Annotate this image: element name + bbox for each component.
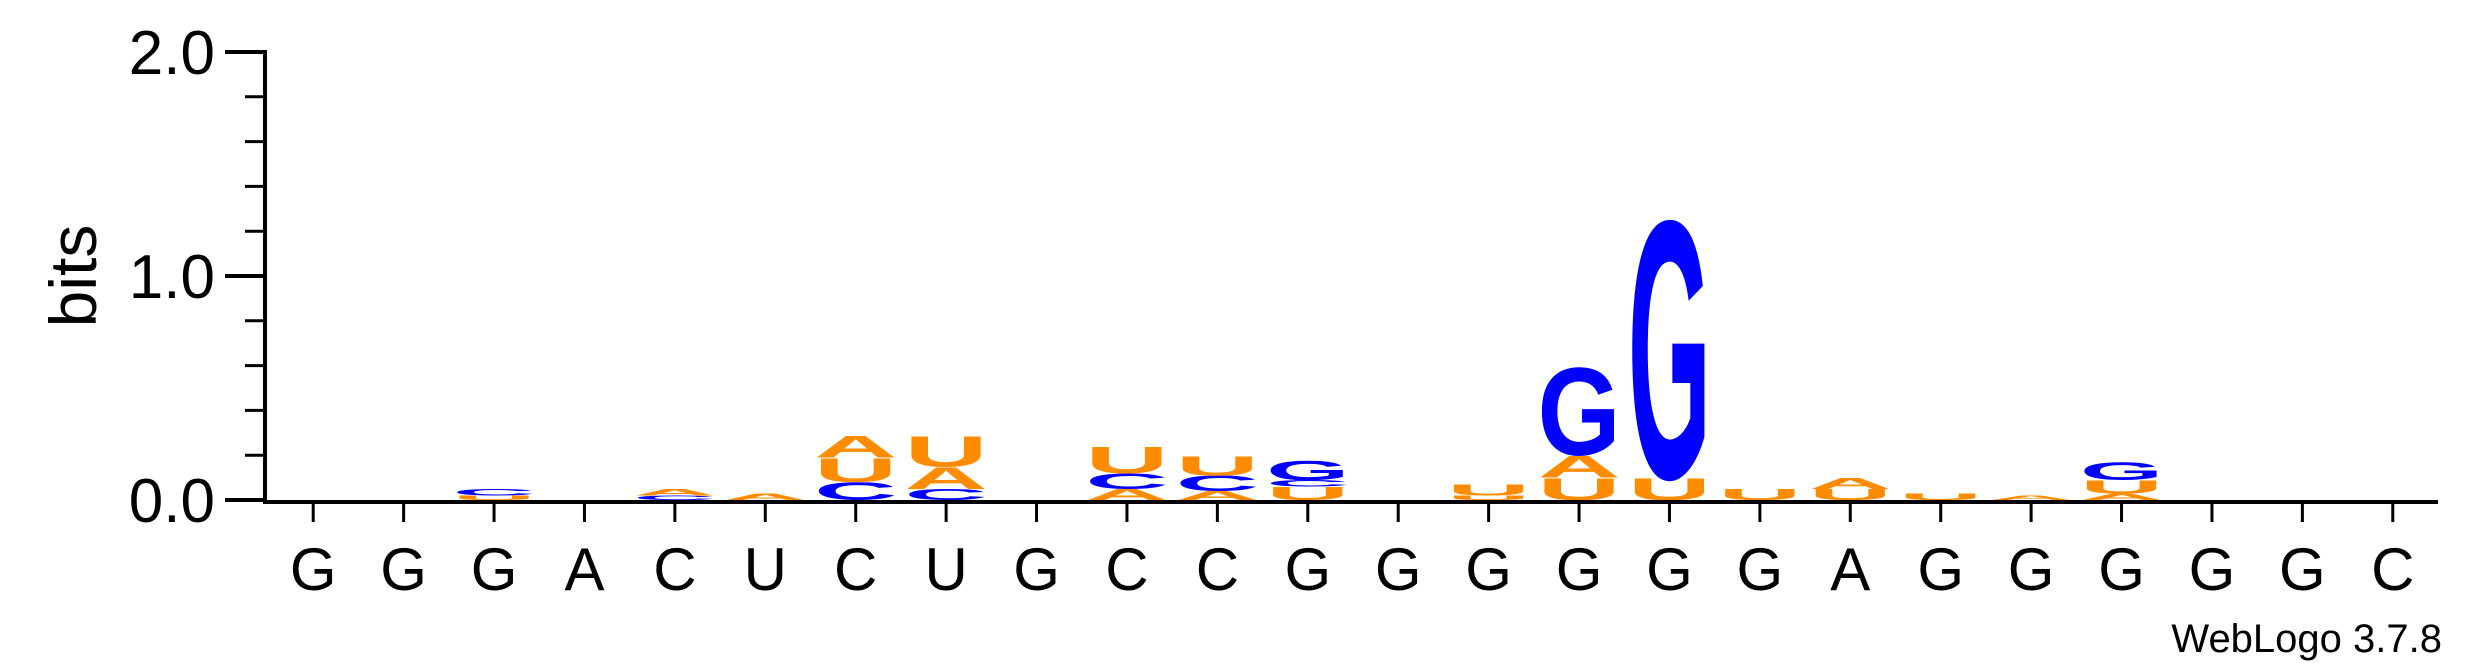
x-tick-label: G bbox=[1646, 536, 1693, 603]
axes bbox=[263, 50, 2438, 504]
logo-letter-a: A bbox=[2080, 492, 2163, 502]
svg-text:U: U bbox=[1809, 486, 1892, 503]
logo-letter-u: U bbox=[1447, 494, 1530, 501]
logo-letter-u: U bbox=[1809, 486, 1892, 503]
svg-text:A: A bbox=[2080, 492, 2163, 502]
svg-text:A: A bbox=[1809, 475, 1892, 492]
x-tick-label: C bbox=[2371, 536, 2414, 603]
svg-text:U: U bbox=[905, 427, 988, 476]
x-tick-label: C bbox=[653, 536, 696, 603]
svg-text:G: G bbox=[2080, 458, 2163, 486]
y-tick-label: 0.0 bbox=[129, 467, 215, 536]
svg-text:C: C bbox=[905, 486, 988, 503]
y-ticks: 0.0 1.0 2.0 bbox=[129, 19, 265, 536]
x-tick-label: G bbox=[290, 536, 337, 603]
x-tick-label: G bbox=[380, 536, 427, 603]
svg-text:U: U bbox=[2080, 476, 2163, 497]
svg-text:A: A bbox=[1990, 494, 2073, 501]
logo-letter-u: U bbox=[1718, 486, 1801, 503]
x-tick-label: G bbox=[2008, 536, 2055, 603]
svg-text:A: A bbox=[1176, 489, 1259, 503]
svg-text:A: A bbox=[905, 461, 988, 496]
x-tick-label: G bbox=[2189, 536, 2236, 603]
svg-text:C: C bbox=[633, 494, 716, 501]
x-tick-label: G bbox=[1284, 536, 1331, 603]
logo-letter-u: U bbox=[1447, 482, 1530, 499]
svg-text:U: U bbox=[1266, 483, 1349, 504]
svg-text:A: A bbox=[1537, 449, 1620, 484]
svg-text:G: G bbox=[1266, 454, 1349, 486]
logo-letter-g: G bbox=[1628, 143, 1711, 556]
x-tick-label: G bbox=[1013, 536, 1060, 603]
logo-letter-c: C bbox=[1266, 478, 1349, 488]
svg-text:G: G bbox=[1537, 342, 1620, 482]
svg-text:U: U bbox=[1085, 439, 1168, 481]
svg-text:U: U bbox=[814, 451, 897, 489]
logo-letter-g: G bbox=[2080, 458, 2163, 486]
svg-text:U: U bbox=[452, 494, 535, 501]
logo-letter-a: A bbox=[814, 429, 897, 464]
svg-text:C: C bbox=[1176, 471, 1259, 496]
svg-text:C: C bbox=[1266, 478, 1349, 488]
x-tick-label: G bbox=[1737, 536, 1784, 603]
logo-letter-g: G bbox=[1537, 342, 1620, 482]
logo-letter-a: A bbox=[1809, 475, 1892, 492]
x-tick-label: G bbox=[2098, 536, 2145, 603]
svg-text:G: G bbox=[1628, 143, 1711, 556]
x-tick-label: A bbox=[564, 536, 604, 603]
x-tick-label: G bbox=[1465, 536, 1512, 603]
logo-letter-u: U bbox=[814, 451, 897, 489]
svg-text:A: A bbox=[633, 487, 716, 497]
logo-letter-u: U bbox=[1899, 492, 1982, 502]
logo-letter-g: G bbox=[1266, 454, 1349, 486]
svg-text:U: U bbox=[1447, 494, 1530, 501]
svg-text:U: U bbox=[1899, 492, 1982, 502]
y-tick-label: 2.0 bbox=[129, 19, 215, 88]
svg-text:U: U bbox=[1176, 450, 1259, 482]
logo-letter-a: A bbox=[633, 487, 716, 497]
svg-text:A: A bbox=[814, 429, 897, 464]
y-axis-label: bits bbox=[36, 225, 110, 328]
x-tick-label: G bbox=[1556, 536, 1603, 603]
logo-letter-a: A bbox=[1085, 486, 1168, 503]
svg-text:C: C bbox=[452, 487, 535, 497]
x-tick-label: G bbox=[2279, 536, 2326, 603]
x-tick-label: G bbox=[471, 536, 518, 603]
svg-text:A: A bbox=[724, 492, 807, 502]
logo-letter-a: A bbox=[1990, 494, 2073, 501]
logo-letter-u: U bbox=[1085, 439, 1168, 481]
svg-text:U: U bbox=[1718, 486, 1801, 503]
logo-letter-u: U bbox=[1176, 450, 1259, 482]
logo-letter-u: U bbox=[452, 494, 535, 501]
logo-letter-u: U bbox=[2080, 476, 2163, 497]
x-tick-label: G bbox=[1917, 536, 1964, 603]
svg-text:U: U bbox=[1447, 482, 1530, 499]
x-tick-label: C bbox=[1105, 536, 1148, 603]
logo-letter-c: C bbox=[452, 487, 535, 497]
logo-letter-c: C bbox=[633, 494, 716, 501]
weblogo-credit: WebLogo 3.7.8 bbox=[2171, 617, 2442, 661]
logo-letter-c: C bbox=[1085, 469, 1168, 494]
logo-letter-a: A bbox=[1176, 489, 1259, 503]
x-tick-label: U bbox=[744, 536, 787, 603]
svg-text:C: C bbox=[1085, 469, 1168, 494]
x-tick-label: G bbox=[1375, 536, 1422, 603]
logo-letter-a: A bbox=[905, 461, 988, 496]
logo-letter-a: A bbox=[1537, 449, 1620, 484]
x-tick-label: U bbox=[924, 536, 967, 603]
logo-letter-c: C bbox=[1176, 471, 1259, 496]
x-tick-label: C bbox=[834, 536, 877, 603]
svg-text:A: A bbox=[1085, 486, 1168, 503]
x-tick-label: C bbox=[1196, 536, 1239, 603]
logo-letter-u: U bbox=[905, 427, 988, 476]
logo-letter-c: C bbox=[905, 486, 988, 503]
logo-letter-a: A bbox=[724, 492, 807, 502]
logo-letter-u: U bbox=[1266, 483, 1349, 504]
y-tick-label: 1.0 bbox=[129, 243, 215, 312]
x-tick-label: A bbox=[1830, 536, 1870, 603]
